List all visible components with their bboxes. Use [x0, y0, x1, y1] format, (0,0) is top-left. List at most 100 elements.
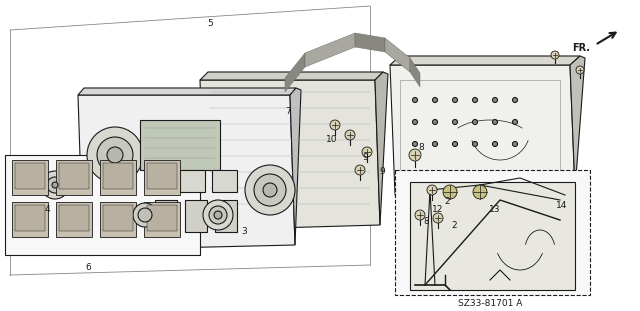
Circle shape [427, 185, 437, 195]
Circle shape [47, 177, 63, 193]
Bar [148, 170, 173, 192]
Text: 9: 9 [362, 152, 368, 161]
Text: 6: 6 [85, 263, 91, 272]
Circle shape [209, 206, 227, 224]
Bar [15, 163, 45, 189]
Circle shape [433, 98, 438, 103]
Circle shape [330, 120, 340, 130]
Circle shape [107, 147, 123, 163]
Polygon shape [305, 33, 355, 67]
Bar [144, 202, 180, 237]
Bar [12, 202, 48, 237]
Text: 5: 5 [207, 18, 213, 27]
Circle shape [413, 98, 417, 103]
Polygon shape [285, 53, 305, 92]
Bar [5, 155, 200, 255]
Circle shape [472, 119, 477, 124]
Text: 14: 14 [556, 201, 568, 210]
Circle shape [433, 213, 443, 223]
Bar [185, 200, 207, 232]
Polygon shape [290, 88, 301, 245]
Polygon shape [410, 58, 420, 87]
Circle shape [443, 185, 457, 199]
Circle shape [513, 98, 518, 103]
Polygon shape [390, 65, 575, 195]
Circle shape [473, 185, 487, 199]
Circle shape [254, 174, 286, 206]
Bar [155, 200, 177, 232]
Circle shape [493, 98, 497, 103]
Circle shape [551, 51, 559, 59]
Text: 12: 12 [432, 206, 444, 215]
Polygon shape [385, 38, 410, 72]
Bar [56, 202, 92, 237]
Bar [395, 170, 590, 295]
Polygon shape [410, 182, 575, 290]
Bar [100, 202, 136, 237]
Text: 7: 7 [285, 108, 291, 117]
Text: 9: 9 [379, 168, 385, 177]
Bar [400, 80, 560, 180]
Text: 2: 2 [444, 197, 450, 207]
Circle shape [263, 183, 277, 197]
Text: 13: 13 [489, 206, 500, 215]
Circle shape [472, 142, 477, 146]
Text: 8: 8 [418, 143, 424, 152]
Circle shape [413, 119, 417, 124]
Polygon shape [390, 56, 580, 65]
Text: FR.: FR. [572, 43, 590, 53]
Bar [59, 205, 89, 231]
Bar [144, 160, 180, 195]
Circle shape [52, 182, 58, 188]
Bar [140, 120, 220, 170]
Circle shape [433, 119, 438, 124]
Bar [12, 160, 48, 195]
Bar [147, 163, 177, 189]
Circle shape [203, 200, 233, 230]
Bar [56, 160, 92, 195]
Polygon shape [200, 80, 380, 230]
Circle shape [413, 142, 417, 146]
Bar [15, 205, 45, 231]
Polygon shape [78, 95, 295, 250]
Bar [103, 163, 133, 189]
Circle shape [452, 98, 458, 103]
Circle shape [472, 98, 477, 103]
Text: 2: 2 [451, 221, 457, 230]
Polygon shape [570, 56, 585, 190]
Circle shape [362, 147, 372, 157]
Text: 3: 3 [241, 228, 247, 236]
Circle shape [345, 130, 355, 140]
Circle shape [513, 142, 518, 146]
Text: SZ33-81701 A: SZ33-81701 A [458, 299, 522, 308]
Circle shape [452, 142, 458, 146]
Circle shape [513, 119, 518, 124]
Circle shape [493, 119, 497, 124]
Circle shape [433, 142, 438, 146]
Circle shape [41, 171, 69, 199]
Bar [103, 205, 133, 231]
Bar [147, 205, 177, 231]
Circle shape [409, 149, 421, 161]
Polygon shape [375, 72, 388, 225]
Polygon shape [78, 88, 296, 95]
Bar [212, 170, 237, 192]
Circle shape [355, 165, 365, 175]
Circle shape [133, 203, 157, 227]
Circle shape [245, 165, 295, 215]
Bar [215, 200, 237, 232]
Circle shape [415, 210, 425, 220]
Polygon shape [200, 72, 383, 80]
Text: 8: 8 [423, 217, 429, 226]
Circle shape [576, 66, 584, 74]
Circle shape [97, 137, 133, 173]
Text: 10: 10 [326, 136, 338, 145]
Bar [180, 170, 205, 192]
Circle shape [493, 142, 497, 146]
Circle shape [138, 208, 152, 222]
Circle shape [214, 211, 222, 219]
Circle shape [87, 127, 143, 183]
Polygon shape [355, 33, 385, 52]
Bar [100, 160, 136, 195]
Text: 4: 4 [44, 206, 50, 215]
